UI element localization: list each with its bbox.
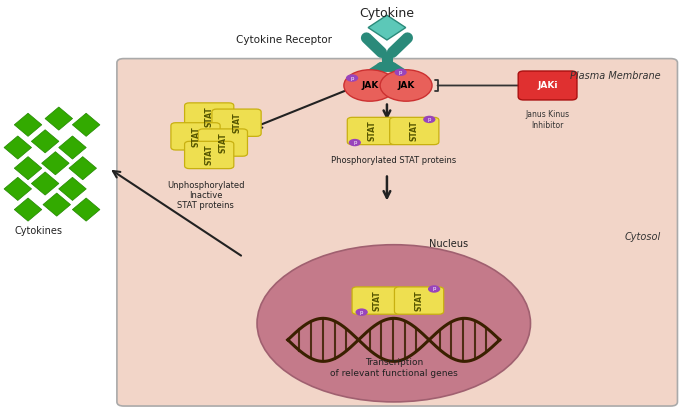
Text: p: p bbox=[427, 117, 431, 122]
Text: p: p bbox=[353, 140, 357, 145]
FancyBboxPatch shape bbox=[352, 287, 401, 314]
FancyBboxPatch shape bbox=[518, 71, 577, 100]
FancyBboxPatch shape bbox=[390, 117, 439, 145]
Text: Unphosphorylated
Inactive
STAT proteins: Unphosphorylated Inactive STAT proteins bbox=[167, 181, 245, 210]
Text: Transcription
of relevant functional genes: Transcription of relevant functional gen… bbox=[330, 359, 458, 378]
Circle shape bbox=[356, 308, 368, 316]
Ellipse shape bbox=[257, 245, 530, 402]
Text: Janus Kinus
Inhibitor: Janus Kinus Inhibitor bbox=[525, 110, 570, 130]
Polygon shape bbox=[59, 177, 86, 200]
FancyBboxPatch shape bbox=[347, 117, 397, 145]
Text: STAT: STAT bbox=[191, 126, 200, 147]
Polygon shape bbox=[368, 15, 406, 40]
Polygon shape bbox=[32, 130, 59, 153]
Text: STAT: STAT bbox=[410, 121, 419, 142]
Text: Cytosol: Cytosol bbox=[624, 232, 660, 242]
Text: p: p bbox=[360, 310, 363, 315]
Text: STAT: STAT bbox=[367, 121, 376, 142]
Circle shape bbox=[344, 70, 396, 101]
Polygon shape bbox=[59, 136, 86, 159]
Text: p: p bbox=[432, 286, 436, 291]
Polygon shape bbox=[4, 136, 32, 159]
Text: Phosphorylated STAT proteins: Phosphorylated STAT proteins bbox=[331, 156, 456, 165]
FancyBboxPatch shape bbox=[184, 142, 234, 168]
Text: STAT: STAT bbox=[414, 290, 423, 311]
FancyBboxPatch shape bbox=[198, 129, 247, 156]
Circle shape bbox=[346, 74, 358, 82]
Polygon shape bbox=[73, 113, 100, 137]
Text: STAT: STAT bbox=[205, 144, 214, 165]
FancyBboxPatch shape bbox=[171, 123, 220, 150]
Polygon shape bbox=[14, 113, 42, 137]
FancyBboxPatch shape bbox=[212, 109, 261, 137]
Polygon shape bbox=[14, 156, 42, 180]
Polygon shape bbox=[45, 107, 73, 130]
Text: Cytokine Receptor: Cytokine Receptor bbox=[236, 35, 332, 45]
Text: STAT: STAT bbox=[232, 112, 241, 133]
Polygon shape bbox=[69, 156, 97, 180]
Polygon shape bbox=[42, 151, 69, 175]
Circle shape bbox=[428, 285, 440, 293]
Polygon shape bbox=[4, 177, 32, 200]
Circle shape bbox=[349, 139, 361, 146]
Text: STAT: STAT bbox=[219, 132, 227, 153]
Polygon shape bbox=[14, 198, 42, 221]
Circle shape bbox=[380, 70, 432, 101]
Circle shape bbox=[423, 116, 436, 123]
Text: STAT: STAT bbox=[205, 106, 214, 127]
Text: Cytokine: Cytokine bbox=[360, 7, 414, 20]
FancyBboxPatch shape bbox=[395, 287, 444, 314]
Circle shape bbox=[395, 68, 407, 76]
FancyBboxPatch shape bbox=[184, 103, 234, 130]
Text: JAK: JAK bbox=[397, 81, 414, 90]
Polygon shape bbox=[43, 193, 71, 216]
FancyBboxPatch shape bbox=[117, 59, 677, 406]
Text: Cytokines: Cytokines bbox=[14, 226, 62, 236]
Text: p: p bbox=[399, 70, 402, 75]
Text: JAKi: JAKi bbox=[537, 81, 558, 90]
Polygon shape bbox=[73, 198, 100, 221]
Text: Plasma Membrane: Plasma Membrane bbox=[570, 71, 660, 81]
Text: JAK: JAK bbox=[361, 81, 379, 90]
Polygon shape bbox=[32, 172, 59, 195]
Text: STAT: STAT bbox=[372, 290, 381, 311]
Text: p: p bbox=[350, 76, 354, 81]
Text: Nucleus: Nucleus bbox=[429, 239, 468, 249]
